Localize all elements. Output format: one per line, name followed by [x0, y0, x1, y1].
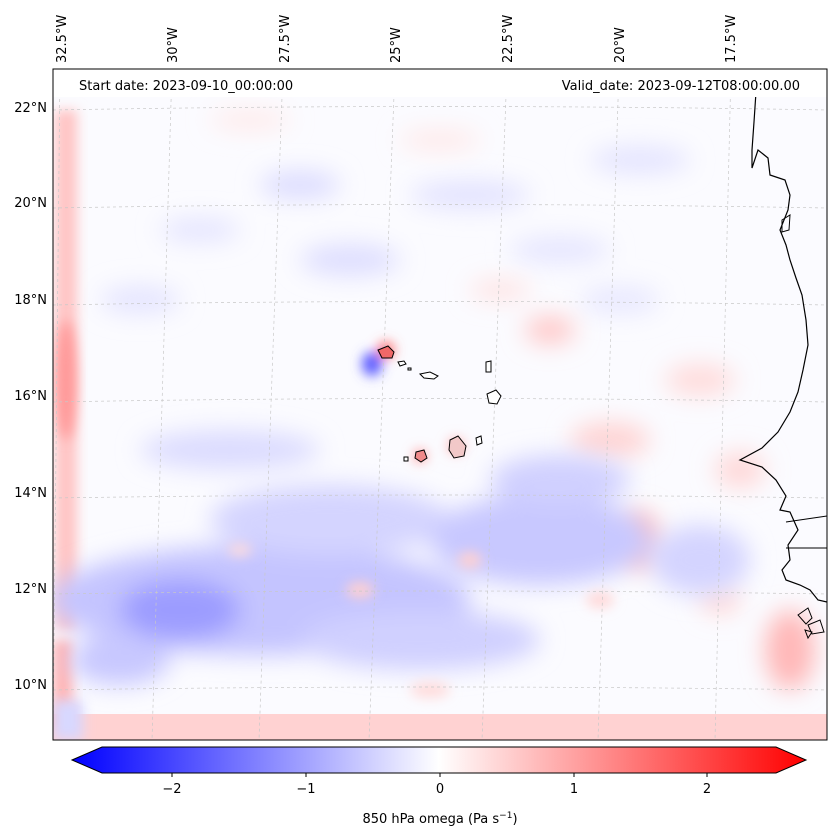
lat-label: 16°N	[14, 389, 47, 404]
valid-date-label: Valid_date: 2023-09-12T08:00:00.00	[562, 79, 800, 94]
island-brava	[403, 456, 409, 462]
colorbar-title-main: 850 hPa omega (Pa s	[362, 812, 499, 827]
island-santa-luzia	[407, 367, 412, 371]
lat-label: 18°N	[14, 293, 47, 308]
island-santo-antao	[377, 345, 395, 359]
african-coastline	[738, 69, 827, 603]
island-sao-vicente	[397, 360, 407, 367]
lon-label: 27.5°W	[278, 15, 293, 63]
bijagos-island-2	[807, 619, 825, 635]
cape-verde-islands	[377, 345, 502, 463]
colorbar-title: 850 hPa omega (Pa s−1)	[362, 811, 517, 827]
graticule	[53, 69, 827, 740]
bijagos-island-1	[797, 607, 813, 625]
map-frame	[52, 68, 828, 741]
coast-islet	[781, 214, 791, 233]
start-date-label: Start date: 2023-09-10_00:00:00	[79, 79, 293, 94]
lat-label: 14°N	[14, 486, 47, 501]
header-band	[53, 69, 827, 97]
colorbar: −2 −1 0 1 2 850 hPa omega (Pa s−1)	[70, 746, 808, 827]
lon-label: 17.5°W	[724, 15, 739, 63]
colorbar-tick-label: −2	[162, 782, 181, 797]
lon-label: 20°W	[613, 27, 628, 63]
island-santiago	[448, 435, 467, 459]
colorbar-title-exp: −1	[499, 811, 512, 821]
lat-label: 12°N	[14, 582, 47, 597]
lon-label: 22.5°W	[501, 15, 516, 63]
island-sao-nicolau	[418, 371, 439, 380]
latitude-labels: 22°N 20°N 18°N 16°N 14°N 12°N 10°N	[14, 101, 47, 693]
island-boa-vista	[486, 389, 502, 405]
bottom-boundary-band	[53, 714, 827, 740]
lat-label: 20°N	[14, 196, 47, 211]
longitude-labels: 32.5°W 30°W 27.5°W 25°W 22.5°W 20°W 17.5…	[55, 15, 739, 63]
colorbar-tick-label: 2	[703, 782, 711, 797]
lat-label: 22°N	[14, 101, 47, 116]
lon-label: 25°W	[389, 27, 404, 63]
colorbar-tick-label: −1	[296, 782, 315, 797]
colorbar-body	[70, 746, 808, 774]
colorbar-tick-label: 0	[436, 782, 444, 797]
lon-label: 32.5°W	[55, 15, 70, 63]
colorbar-ticks	[171, 773, 708, 777]
colorbar-tick-label: 1	[570, 782, 578, 797]
island-maio	[475, 435, 483, 446]
lat-label: 10°N	[14, 678, 47, 693]
bijagos-island-3	[804, 629, 813, 640]
lon-label: 30°W	[166, 27, 181, 63]
omega-field	[53, 69, 827, 740]
colorbar-title-close: )	[512, 812, 517, 827]
island-sal	[485, 360, 492, 373]
island-fogo	[414, 449, 428, 463]
